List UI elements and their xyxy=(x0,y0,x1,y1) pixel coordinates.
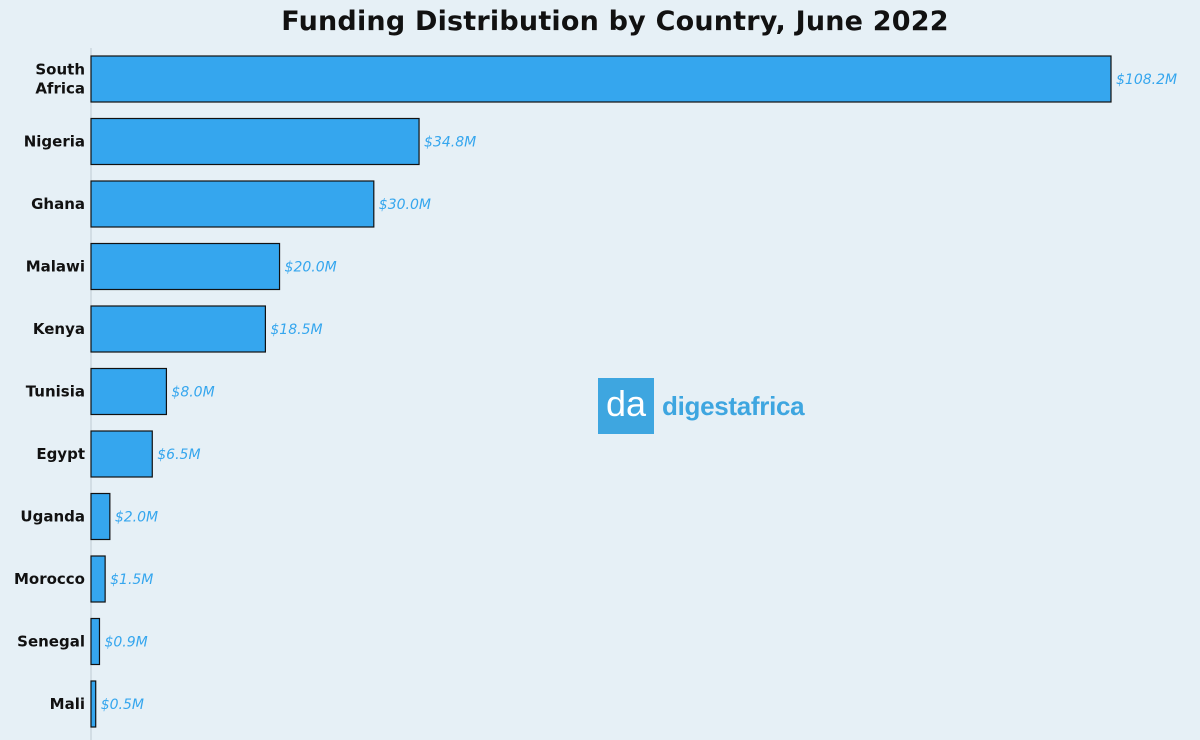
logo-mark: da xyxy=(598,378,654,434)
category-label: Senegal xyxy=(17,633,85,651)
value-label: $34.8M xyxy=(424,135,476,151)
bar-morocco xyxy=(90,555,106,603)
bar-mali xyxy=(90,680,97,728)
bar-kenya xyxy=(90,305,266,353)
value-label: $30.0M xyxy=(379,197,431,213)
category-label: Uganda xyxy=(20,508,85,526)
category-label: Egypt xyxy=(36,445,85,463)
bar-ghana xyxy=(90,180,375,228)
category-label: Mali xyxy=(50,695,85,713)
category-label: Malawi xyxy=(26,258,85,276)
bar-tunisia xyxy=(90,367,168,416)
value-label: $8.0M xyxy=(171,385,214,401)
value-label: $0.5M xyxy=(101,697,144,713)
bars-group: South Africa $108.2M Nigeria $34.8M Ghana $30.… xyxy=(14,55,1177,728)
bar-senegal xyxy=(90,617,101,666)
value-label: $1.5M xyxy=(110,572,153,588)
value-label: $18.5M xyxy=(270,322,322,338)
logo-mark-text: da xyxy=(605,383,647,424)
value-label: $2.0M xyxy=(115,510,158,526)
bar-south-africa xyxy=(90,55,1112,103)
category-label: Ghana xyxy=(31,195,85,213)
value-label: $0.9M xyxy=(104,635,147,651)
value-label: $20.0M xyxy=(285,260,337,276)
digestafrica-logo: da digestafrica xyxy=(598,378,805,434)
bar-nigeria xyxy=(90,117,420,166)
value-label: $6.5M xyxy=(157,447,200,463)
bar-egypt xyxy=(90,430,153,478)
bar-uganda xyxy=(90,492,111,541)
value-label: $108.2M xyxy=(1116,72,1177,88)
category-label: Tunisia xyxy=(26,383,85,401)
category-label: Morocco xyxy=(14,570,85,588)
chart-title: Funding Distribution by Country, June 20… xyxy=(281,6,949,37)
category-label: South Africa xyxy=(35,61,85,98)
category-label: Nigeria xyxy=(24,133,85,151)
category-label: Kenya xyxy=(33,320,85,338)
logo-wordmark: digestafrica xyxy=(662,390,805,421)
bar-malawi xyxy=(90,242,281,291)
